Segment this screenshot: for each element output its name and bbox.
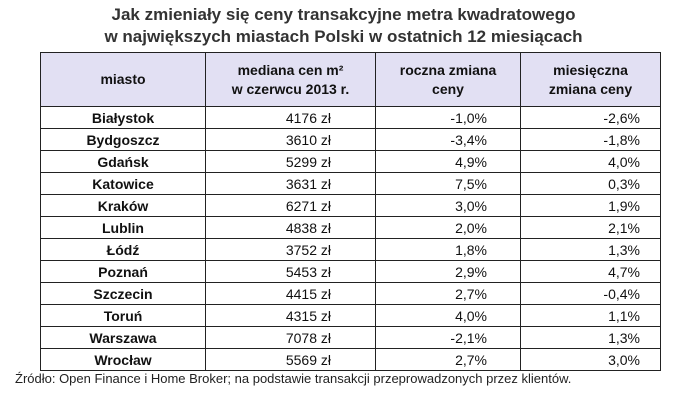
header-line: roczna zmiana xyxy=(399,61,497,78)
table-cell: 4,0% xyxy=(520,150,661,173)
price-table: miasto mediana cen m² w czerwcu 2013 r. roc… xyxy=(40,52,661,371)
table-row: Wrocław 5569 zł 2,7% 3,0% xyxy=(40,348,661,371)
header-cell: miesięczna zmiana ceny xyxy=(520,52,661,107)
table-cell: 1,1% xyxy=(520,304,661,327)
table-cell: 3631 zł xyxy=(205,172,376,195)
table-row: Lublin 4838 zł 2,0% 2,1% xyxy=(40,216,661,239)
table-cell: 3,0% xyxy=(520,348,661,371)
table-row: Łódź 3752 zł 1,8% 1,3% xyxy=(40,238,661,261)
title-line: Jak zmieniały się ceny transakcyjne metr… xyxy=(111,5,576,24)
table-cell: 3752 zł xyxy=(205,238,376,261)
table-row: Bydgoszcz 3610 zł -3,4% -1,8% xyxy=(40,128,661,151)
table-row: Kraków 6271 zł 3,0% 1,9% xyxy=(40,194,661,217)
table-cell: 2,1% xyxy=(520,216,661,239)
table-cell: -0,4% xyxy=(520,282,661,305)
header-line: w czerwcu 2013 r. xyxy=(231,80,350,97)
table-cell: 2,0% xyxy=(375,216,521,239)
table-cell: 5453 zł xyxy=(205,260,376,283)
header-line: miasto xyxy=(100,71,146,87)
table-cell: Katowice xyxy=(40,172,206,195)
table-cell: 5299 zł xyxy=(205,150,376,173)
table-cell: Szczecin xyxy=(40,282,206,305)
table-cell: 5569 zł xyxy=(205,348,376,371)
table-cell: 1,3% xyxy=(520,238,661,261)
table-body: Białystok 4176 zł -1,0% -2,6% Bydgoszcz 3610 … xyxy=(40,106,661,371)
table-cell: 4315 zł xyxy=(205,304,376,327)
table-row: Poznań 5453 zł 2,9% 4,7% xyxy=(40,260,661,283)
table-cell: 1,8% xyxy=(375,238,521,261)
table-cell: 2,7% xyxy=(375,282,521,305)
table-cell: -2,6% xyxy=(520,106,661,129)
table-cell: 3610 zł xyxy=(205,128,376,151)
table-cell: Poznań xyxy=(40,260,206,283)
table-cell: 2,7% xyxy=(375,348,521,371)
header-cell: miasto xyxy=(40,52,206,107)
table-cell: Bydgoszcz xyxy=(40,128,206,151)
table-cell: 4,9% xyxy=(375,150,521,173)
header-line: mediana cen m² xyxy=(237,61,344,78)
header-line: miesięczna xyxy=(553,61,628,78)
table-cell: Wrocław xyxy=(40,348,206,371)
table-cell: 4,7% xyxy=(520,260,661,283)
table-cell: Lublin xyxy=(40,216,206,239)
table-row: Szczecin 4415 zł 2,7% -0,4% xyxy=(40,282,661,305)
header-row: miasto mediana cen m² w czerwcu 2013 r. roc… xyxy=(40,52,661,107)
table-cell: Warszawa xyxy=(40,326,206,349)
table-cell: 4415 zł xyxy=(205,282,376,305)
header-cell: mediana cen m² w czerwcu 2013 r. xyxy=(205,52,376,107)
table-cell: Białystok xyxy=(40,106,206,129)
table-row: Gdańsk 5299 zł 4,9% 4,0% xyxy=(40,150,661,173)
table-cell: -1,8% xyxy=(520,128,661,151)
table-cell: -2,1% xyxy=(375,326,521,349)
table-cell: 1,3% xyxy=(520,326,661,349)
header-line: zmiana ceny xyxy=(548,80,633,97)
table-cell: Gdańsk xyxy=(40,150,206,173)
table-cell: 3,0% xyxy=(375,194,521,217)
table-cell: 2,9% xyxy=(375,260,521,283)
table-cell: 4176 zł xyxy=(205,106,376,129)
table-cell: 7,5% xyxy=(375,172,521,195)
header-cell: roczna zmiana ceny xyxy=(375,52,521,107)
table-cell: -1,0% xyxy=(375,106,521,129)
table-cell: 4,0% xyxy=(375,304,521,327)
table-row: Katowice 3631 zł 7,5% 0,3% xyxy=(40,172,661,195)
source-note: Źródło: Open Finance i Home Broker; na p… xyxy=(15,371,572,386)
table-cell: Łódź xyxy=(40,238,206,261)
table-row: Białystok 4176 zł -1,0% -2,6% xyxy=(40,106,661,129)
table-cell: 4838 zł xyxy=(205,216,376,239)
table-row: Toruń 4315 zł 4,0% 1,1% xyxy=(40,304,661,327)
table-cell: 1,9% xyxy=(520,194,661,217)
header-line: ceny xyxy=(432,80,464,97)
table-cell: -3,4% xyxy=(375,128,521,151)
table-cell: 0,3% xyxy=(520,172,661,195)
table-cell: Kraków xyxy=(40,194,206,217)
table-cell: 7078 zł xyxy=(205,326,376,349)
table-cell: 6271 zł xyxy=(205,194,376,217)
title-line: w największych miastach Polski w ostatni… xyxy=(104,27,583,46)
table-cell: Toruń xyxy=(40,304,206,327)
table-row: Warszawa 7078 zł -2,1% 1,3% xyxy=(40,326,661,349)
title: Jak zmieniały się ceny transakcyjne metr… xyxy=(0,4,687,48)
